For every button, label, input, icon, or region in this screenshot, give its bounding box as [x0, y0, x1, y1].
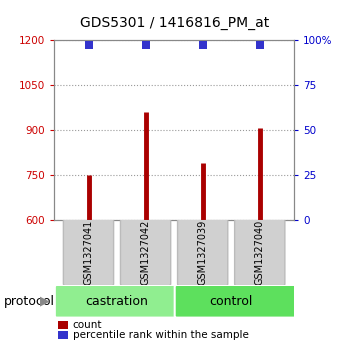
Text: castration: castration	[86, 295, 148, 308]
Text: ▶: ▶	[40, 295, 50, 308]
Text: control: control	[210, 295, 253, 308]
Text: GSM1327039: GSM1327039	[198, 220, 208, 285]
FancyBboxPatch shape	[177, 219, 228, 286]
Text: GSM1327040: GSM1327040	[255, 220, 265, 285]
Text: protocol: protocol	[4, 295, 55, 308]
Text: GDS5301 / 1416816_PM_at: GDS5301 / 1416816_PM_at	[80, 16, 270, 30]
Point	[143, 42, 148, 48]
Point	[257, 42, 262, 48]
FancyBboxPatch shape	[175, 285, 299, 318]
FancyBboxPatch shape	[120, 219, 171, 286]
Point	[200, 42, 205, 48]
Text: percentile rank within the sample: percentile rank within the sample	[73, 330, 248, 340]
FancyBboxPatch shape	[234, 219, 285, 286]
FancyBboxPatch shape	[55, 285, 179, 318]
Text: GSM1327042: GSM1327042	[141, 220, 150, 285]
Text: GSM1327041: GSM1327041	[84, 220, 93, 285]
Point	[86, 42, 91, 48]
Text: count: count	[73, 319, 102, 330]
FancyBboxPatch shape	[63, 219, 114, 286]
